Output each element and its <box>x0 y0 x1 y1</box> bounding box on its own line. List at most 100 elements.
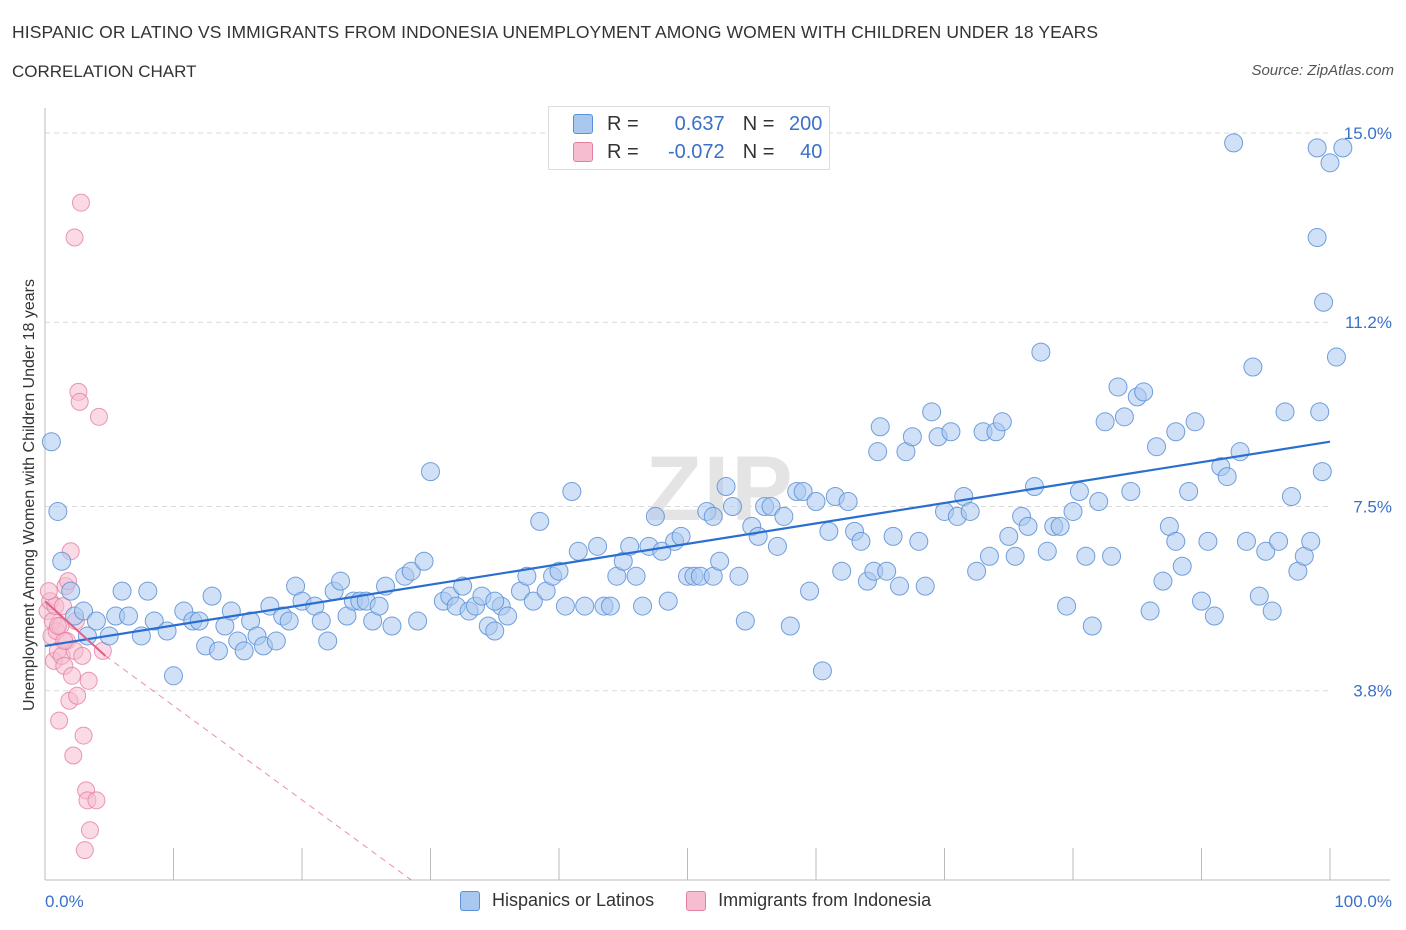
hispanic-point <box>266 631 286 651</box>
hispanic-point <box>1198 531 1218 551</box>
hispanic-point <box>922 402 942 422</box>
hispanic-point <box>620 536 640 556</box>
hispanic-point <box>1121 482 1141 502</box>
hispanic-point <box>1057 596 1077 616</box>
hispanic-point <box>1192 591 1211 611</box>
legend-r-label: R = <box>607 140 639 163</box>
hispanic-point <box>967 561 987 581</box>
hispanic-point <box>999 526 1019 546</box>
hispanic-point <box>138 581 158 601</box>
hispanic-point <box>812 661 832 681</box>
legend-r-value: -0.072 <box>667 140 725 163</box>
hispanic-point <box>1050 516 1070 536</box>
hispanic-point <box>1320 153 1340 173</box>
hispanic-point <box>1031 342 1051 362</box>
y-tick-label: 7.5% <box>1353 497 1392 516</box>
hispanic-point <box>588 536 608 556</box>
hispanic-point <box>1102 546 1122 566</box>
hispanic-point <box>1166 422 1186 442</box>
hispanic-point <box>915 576 935 596</box>
hispanic-point <box>877 561 897 581</box>
hispanic-point <box>600 596 620 616</box>
hispanic-point <box>710 551 730 571</box>
hispanic-point <box>1262 601 1282 621</box>
indonesia-point <box>68 686 87 705</box>
series-legend: Hispanics or Latinos Immigrants from Ind… <box>460 890 931 911</box>
hispanic-point <box>767 536 787 556</box>
hispanic-point <box>1179 482 1199 502</box>
hispanic-point <box>716 477 736 497</box>
indonesia-point <box>73 646 92 665</box>
hispanic-point <box>530 511 550 531</box>
indonesia-point <box>39 582 58 601</box>
hispanic-point <box>453 576 473 596</box>
legend-series-hispanic: Hispanics or Latinos <box>492 890 655 910</box>
hispanic-point <box>74 601 94 621</box>
hispanic-point <box>870 417 890 437</box>
hispanic-point <box>1069 482 1089 502</box>
hispanic-point <box>382 616 402 636</box>
hispanic-point <box>311 611 331 631</box>
legend-swatch-pink <box>686 890 707 911</box>
hispanic-point <box>202 586 222 606</box>
series-indonesia-points <box>38 193 112 860</box>
legend-swatch-blue <box>573 114 593 134</box>
hispanic-point <box>549 561 569 581</box>
hispanic-point <box>234 641 254 661</box>
series-hispanic-points <box>41 133 1353 686</box>
hispanic-point <box>729 566 749 586</box>
legend-swatch-blue <box>460 890 480 911</box>
hispanic-point <box>369 596 389 616</box>
x-tick-label: 0.0% <box>45 892 84 911</box>
hispanic-point <box>119 606 139 626</box>
hispanic-point <box>645 506 665 526</box>
y-tick-label: 15.0% <box>1344 124 1392 143</box>
legend-n-label: N = <box>742 140 775 163</box>
hispanic-point <box>318 631 338 651</box>
hispanic-point <box>1076 546 1096 566</box>
hispanic-point <box>144 611 164 631</box>
trend-line-hispanic <box>44 440 1331 648</box>
hispanic-point <box>909 531 929 551</box>
hispanic-point <box>1224 133 1244 153</box>
trend-line-indonesia-extrapolated <box>105 655 412 881</box>
hispanic-point <box>838 491 858 511</box>
hispanic-point <box>1204 606 1224 626</box>
stats-legend: R = 0.637 N = 200 R = -0.072 N = 40 <box>548 106 830 170</box>
hispanic-point <box>633 596 653 616</box>
hispanic-point <box>1249 586 1269 606</box>
hispanic-point <box>1217 467 1237 487</box>
x-tick-label: 100.0% <box>1334 892 1392 911</box>
hispanic-point <box>1281 487 1301 507</box>
hispanic-point <box>1166 531 1186 551</box>
legend-swatch-pink <box>573 142 593 162</box>
hispanic-point <box>793 482 813 502</box>
hispanic-point <box>735 611 755 631</box>
hispanic-point <box>1314 292 1334 312</box>
y-tick-label: 11.2% <box>1345 313 1392 332</box>
y-tick-label: 3.8% <box>1353 682 1392 701</box>
legend-row-hispanic: R = 0.637 N = 200 <box>573 112 822 136</box>
hispanic-point <box>575 596 595 616</box>
hispanic-point <box>41 432 61 452</box>
axes <box>44 108 1390 881</box>
hispanic-point <box>1082 616 1102 636</box>
hispanic-point <box>806 491 826 511</box>
legend-r-label: R = <box>607 112 639 135</box>
hispanic-point <box>851 531 871 551</box>
trend-line-indonesia <box>44 600 107 657</box>
hispanic-point <box>761 496 781 516</box>
hispanic-point <box>1114 407 1134 427</box>
legend-r-value: 0.637 <box>674 112 725 135</box>
hispanic-point <box>517 566 537 586</box>
legend-n-value: 200 <box>789 112 823 135</box>
hispanic-point <box>1243 357 1263 377</box>
hispanic-point <box>703 506 723 526</box>
hispanic-point <box>498 606 518 626</box>
hispanic-point <box>992 412 1012 432</box>
hispanic-point <box>1024 477 1044 497</box>
hispanic-point <box>902 427 922 447</box>
hispanic-point <box>164 666 183 686</box>
hispanic-point <box>1018 516 1038 536</box>
